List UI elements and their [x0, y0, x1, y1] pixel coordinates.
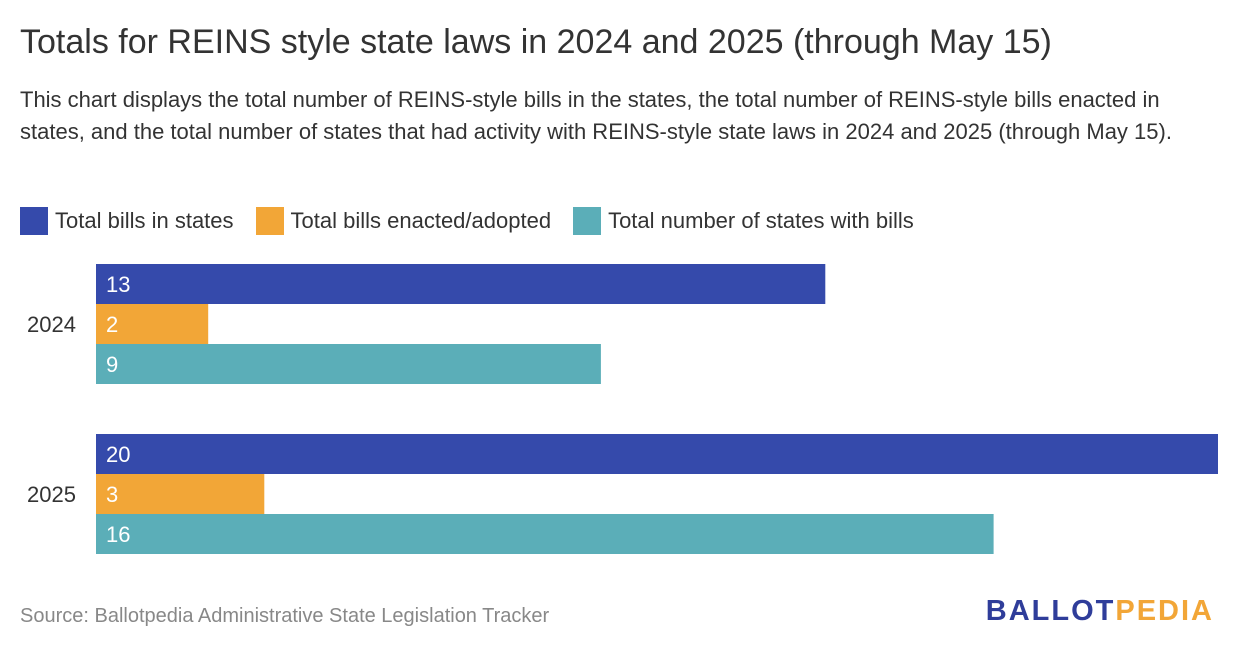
bar-2024-total-bills-enacted-adopted	[96, 304, 209, 344]
bar-2024-total-bills-in-states	[96, 264, 826, 304]
legend-item-states-with-bills: Total number of states with bills	[573, 205, 914, 237]
category-label-2025: 2025	[27, 482, 76, 507]
source-note: Source: Ballotpedia Administrative State…	[20, 605, 550, 627]
legend-item-bills-enacted: Total bills enacted/adopted	[255, 205, 552, 237]
bar-2025-total-number-of-states-with-bills	[96, 514, 994, 554]
data-label-2024-total-number-of-states-with-bills: 9	[106, 352, 118, 377]
legend-swatch-bills-enacted	[255, 207, 284, 235]
legend-swatch-states-with-bills	[573, 207, 602, 235]
data-label-2025-total-bills-enacted-adopted: 3	[106, 482, 118, 507]
chart-title: Totals for REINS style state laws in 202…	[20, 23, 1052, 61]
ballotpedia-logo: BALLOTPEDIA	[986, 593, 1214, 629]
legend-swatch-total-bills	[20, 207, 48, 235]
data-label-2025-total-bills-in-states: 20	[106, 442, 130, 467]
bar-chart: 2024 13 2 9 2025 20 3 16	[27, 264, 1218, 554]
logo-pedia: PEDIA	[1115, 595, 1214, 627]
data-label-2024-total-bills-enacted-adopted: 2	[106, 312, 118, 337]
bar-2025-total-bills-in-states	[96, 434, 1218, 474]
legend-label-states-with-bills: Total number of states with bills	[608, 208, 914, 233]
bar-2024-total-number-of-states-with-bills	[96, 344, 601, 384]
legend-label-total-bills: Total bills in states	[55, 208, 234, 233]
data-label-2025-total-number-of-states-with-bills: 16	[106, 522, 130, 547]
data-label-2024-total-bills-in-states: 13	[106, 272, 130, 297]
legend-label-bills-enacted: Total bills enacted/adopted	[290, 208, 552, 233]
chart-legend: Total bills in states Total bills enacte…	[20, 205, 936, 237]
legend-item-total-bills: Total bills in states	[20, 205, 234, 237]
chart-subtitle: This chart displays the total number of …	[20, 87, 1172, 144]
bar-2025-total-bills-enacted-adopted	[96, 474, 265, 514]
category-label-2024: 2024	[27, 312, 76, 337]
logo-ballot: BALLOT	[985, 595, 1116, 627]
